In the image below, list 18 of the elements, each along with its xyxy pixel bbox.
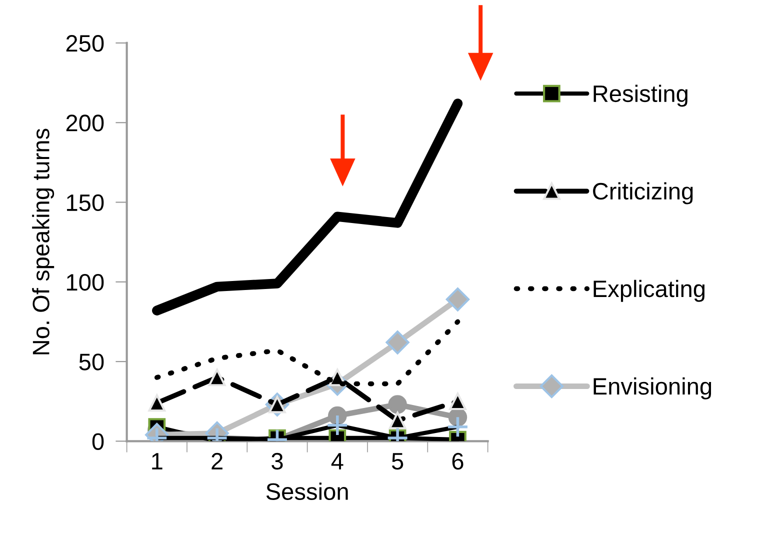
- legend-label: Explicating: [594, 280, 704, 302]
- x-tick-label: 3: [272, 452, 283, 470]
- x-axis-title: Session: [266, 482, 348, 500]
- legend-label: Envisioning: [594, 377, 712, 400]
- x-tick-label: 4: [331, 453, 344, 470]
- y-tick-label: 100: [67, 274, 104, 291]
- y-tick-label: 250: [66, 35, 104, 52]
- x-tick-label: 1: [152, 453, 162, 470]
- y-tick-label: 0: [92, 433, 104, 450]
- y-tick-label: 150: [67, 194, 104, 212]
- legend-label: Resisting: [594, 84, 688, 107]
- x-tick-label: 6: [452, 452, 464, 470]
- y-axis-title: No. Of speaking turns: [32, 128, 54, 354]
- y-tick-label: 50: [79, 354, 104, 370]
- x-tick-label: 5: [392, 453, 404, 470]
- y-tick-label: 200: [66, 114, 104, 132]
- legend-label: Criticizing: [593, 182, 693, 204]
- x-tick-label: 2: [212, 452, 222, 470]
